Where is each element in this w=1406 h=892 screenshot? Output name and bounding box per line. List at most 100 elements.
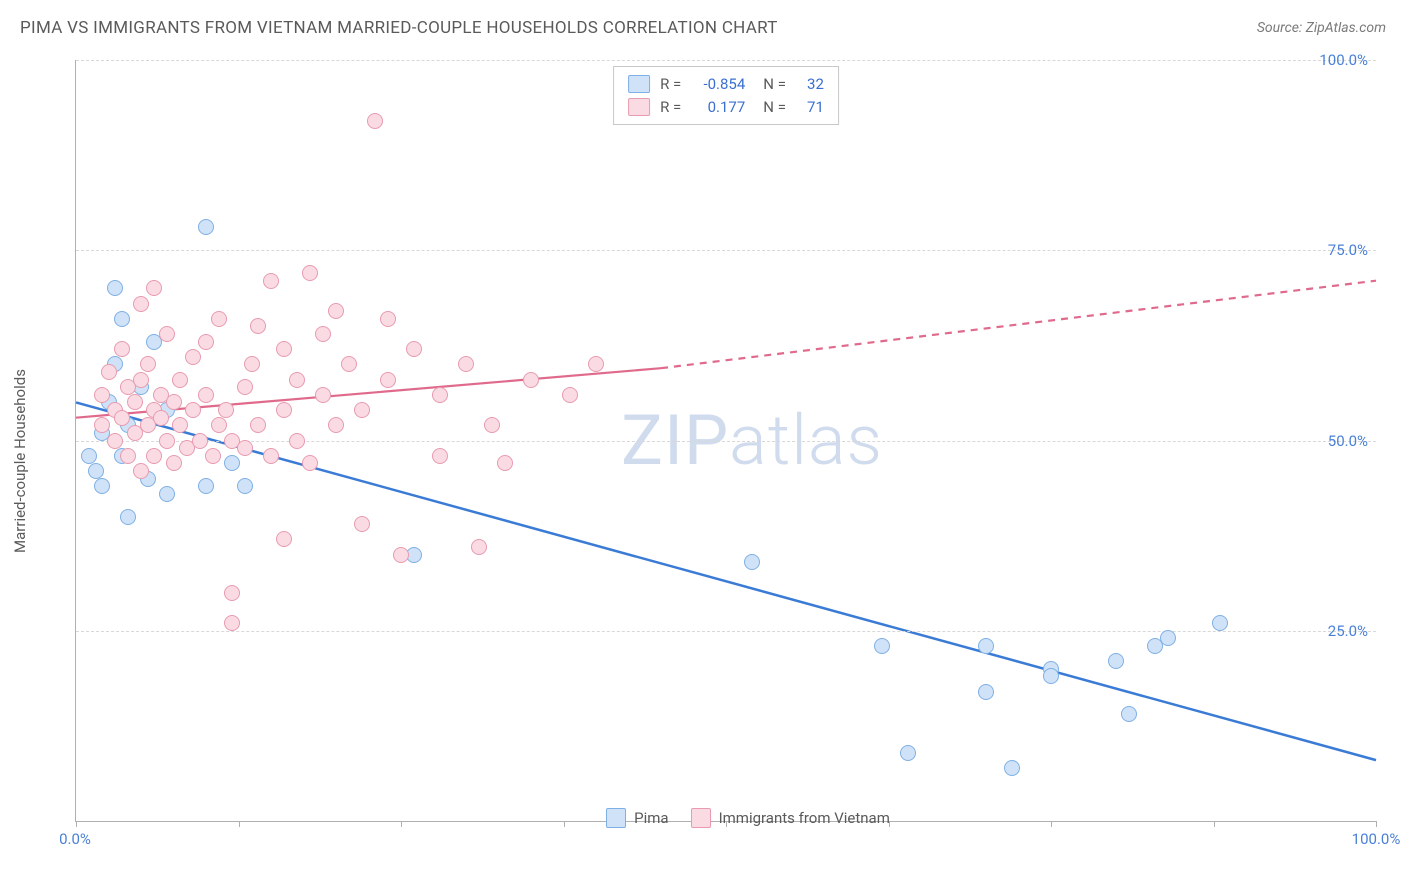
pima-point bbox=[1004, 760, 1020, 776]
vietnam-point bbox=[354, 516, 370, 532]
vietnam-point bbox=[341, 356, 357, 372]
vietnam-point bbox=[276, 402, 292, 418]
vietnam-point bbox=[224, 615, 240, 631]
vietnam-point bbox=[218, 402, 234, 418]
vietnam-point bbox=[354, 402, 370, 418]
vietnam-point bbox=[276, 531, 292, 547]
pima-legend-label: Pima bbox=[634, 809, 668, 827]
pima-point bbox=[1108, 653, 1124, 669]
vietnam-point bbox=[289, 372, 305, 388]
pima-point bbox=[237, 478, 253, 494]
pima-point bbox=[114, 311, 130, 327]
vietnam-point bbox=[133, 372, 149, 388]
pima-point bbox=[1160, 630, 1176, 646]
pima-point bbox=[88, 463, 104, 479]
vietnam-point bbox=[367, 113, 383, 129]
vietnam-point bbox=[406, 341, 422, 357]
vietnam-point bbox=[192, 433, 208, 449]
vietnam-point bbox=[588, 356, 604, 372]
vietnam-point bbox=[302, 455, 318, 471]
vietnam-point bbox=[159, 433, 175, 449]
chart-title: PIMA VS IMMIGRANTS FROM VIETNAM MARRIED-… bbox=[20, 18, 778, 38]
pima-point bbox=[198, 478, 214, 494]
vietnam-point bbox=[432, 387, 448, 403]
vietnam-point bbox=[302, 265, 318, 281]
y-axis-label: Married-couple Households bbox=[11, 369, 29, 553]
legend-item-vietnam: Immigrants from Vietnam bbox=[691, 808, 890, 828]
vietnam-point bbox=[432, 448, 448, 464]
vietnam-point bbox=[211, 311, 227, 327]
series-legend: Pima Immigrants from Vietnam bbox=[130, 808, 1366, 828]
gridline bbox=[76, 441, 1376, 442]
vietnam-n-value: 71 bbox=[796, 96, 824, 119]
vietnam-point bbox=[172, 372, 188, 388]
vietnam-point bbox=[523, 372, 539, 388]
vietnam-point bbox=[159, 326, 175, 342]
x-axis-end-labels: 0.0% 100.0% PimaImmigrants from Vietnam bbox=[75, 830, 1376, 850]
vietnam-point bbox=[471, 539, 487, 555]
pima-point bbox=[874, 638, 890, 654]
gridline bbox=[76, 60, 1376, 61]
pima-point bbox=[1121, 706, 1137, 722]
vietnam-point bbox=[380, 311, 396, 327]
x-tick bbox=[1376, 821, 1377, 827]
y-tick-label: 75.0% bbox=[1328, 241, 1368, 259]
vietnam-regression-extrapolation bbox=[661, 281, 1376, 369]
vietnam-point bbox=[276, 341, 292, 357]
vietnam-point bbox=[185, 349, 201, 365]
pima-n-value: 32 bbox=[796, 73, 824, 96]
pima-legend-swatch bbox=[606, 808, 626, 828]
stats-row-pima: R = -0.854 N = 32 bbox=[628, 73, 824, 96]
pima-point bbox=[81, 448, 97, 464]
plot-area: ZIPatlas R =-0.854N =32R =0.177N =71 25.… bbox=[75, 60, 1376, 822]
vietnam-point bbox=[205, 448, 221, 464]
pima-r-value: -0.854 bbox=[691, 73, 745, 96]
pima-point bbox=[198, 219, 214, 235]
vietnam-point bbox=[289, 433, 305, 449]
vietnam-point bbox=[458, 356, 474, 372]
vietnam-point bbox=[328, 303, 344, 319]
vietnam-point bbox=[127, 394, 143, 410]
vietnam-point bbox=[133, 463, 149, 479]
r-label: R = bbox=[660, 73, 681, 96]
vietnam-point bbox=[120, 448, 136, 464]
pima-point bbox=[978, 638, 994, 654]
vietnam-point bbox=[263, 448, 279, 464]
pima-point bbox=[1043, 668, 1059, 684]
vietnam-point bbox=[250, 318, 266, 334]
vietnam-point bbox=[101, 364, 117, 380]
vietnam-point bbox=[263, 273, 279, 289]
stats-row-vietnam: R =0.177N =71 bbox=[628, 96, 824, 119]
vietnam-point bbox=[172, 417, 188, 433]
n-label: N = bbox=[763, 73, 786, 96]
pima-point bbox=[120, 509, 136, 525]
pima-point bbox=[224, 455, 240, 471]
vietnam-point bbox=[562, 387, 578, 403]
pima-point bbox=[744, 554, 760, 570]
vietnam-point bbox=[224, 585, 240, 601]
gridline bbox=[76, 631, 1376, 632]
source-attribution: Source: ZipAtlas.com bbox=[1257, 20, 1386, 36]
x-tick bbox=[76, 821, 77, 827]
vietnam-point bbox=[94, 417, 110, 433]
vietnam-point bbox=[198, 334, 214, 350]
gridline bbox=[76, 250, 1376, 251]
r-label: R = bbox=[660, 96, 681, 119]
vietnam-point bbox=[114, 410, 130, 426]
y-tick-label: 100.0% bbox=[1319, 51, 1368, 69]
vietnam-point bbox=[250, 417, 266, 433]
vietnam-point bbox=[133, 296, 149, 312]
pima-point bbox=[978, 684, 994, 700]
vietnam-point bbox=[198, 387, 214, 403]
vietnam-point bbox=[328, 417, 344, 433]
pima-point bbox=[107, 280, 123, 296]
vietnam-point bbox=[185, 402, 201, 418]
vietnam-swatch bbox=[628, 98, 650, 116]
vietnam-legend-label: Immigrants from Vietnam bbox=[719, 809, 890, 827]
vietnam-point bbox=[166, 455, 182, 471]
vietnam-point bbox=[94, 387, 110, 403]
y-tick-label: 25.0% bbox=[1328, 622, 1368, 640]
vietnam-r-value: 0.177 bbox=[691, 96, 745, 119]
vietnam-point bbox=[140, 356, 156, 372]
pima-point bbox=[159, 486, 175, 502]
